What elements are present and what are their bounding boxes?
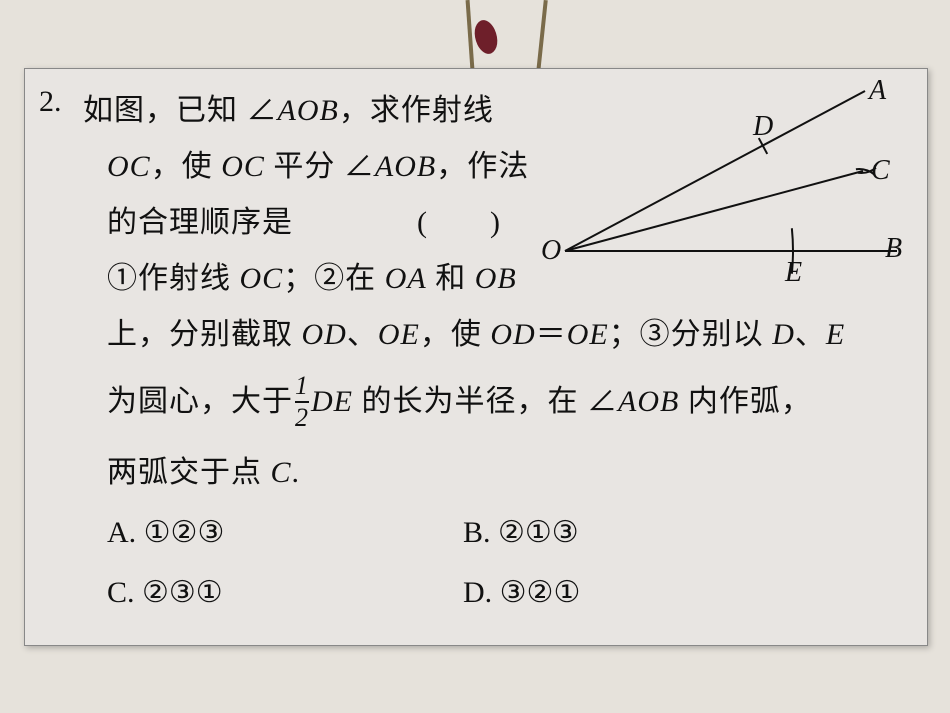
question-line: OC，使 OC 平分 ∠AOB，作法	[107, 141, 529, 185]
question-line: 上，分别截取 OD、OE，使 OD＝OE；③分别以 D、E	[107, 309, 845, 353]
angle-figure: O A B C D E	[545, 81, 905, 281]
answer-option[interactable]: C. ②③①	[107, 575, 223, 610]
angle-svg	[545, 81, 905, 281]
label-A: A	[869, 75, 886, 107]
answer-option[interactable]: D. ③②①	[463, 575, 580, 610]
question-card: 2. 如图，已知 ∠AOB，求作射线 OC，使 OC 平分 ∠AOB，作法的合理顺…	[24, 68, 928, 646]
decor-stem-1	[466, 0, 475, 70]
label-C: C	[871, 155, 890, 187]
answer-option[interactable]: B. ②①③	[463, 515, 579, 550]
label-B: B	[885, 233, 902, 265]
question-line: 如图，已知 ∠AOB，求作射线	[83, 85, 494, 129]
question-line: 为圆心，大于12DE 的长为半径，在 ∠AOB 内作弧，	[107, 375, 812, 433]
question-number: 2.	[39, 85, 62, 119]
answer-option[interactable]: A. ①②③	[107, 515, 224, 550]
decor-stem-2	[536, 0, 548, 72]
label-D: D	[753, 111, 773, 143]
label-O: O	[541, 235, 561, 267]
question-line: 的合理顺序是 ( )	[107, 197, 501, 241]
label-E: E	[785, 257, 802, 289]
question-line: 两弧交于点 C.	[107, 447, 300, 491]
decor-leaf	[469, 17, 503, 57]
question-line: ①作射线 OC；②在 OA 和 OB	[107, 253, 517, 297]
